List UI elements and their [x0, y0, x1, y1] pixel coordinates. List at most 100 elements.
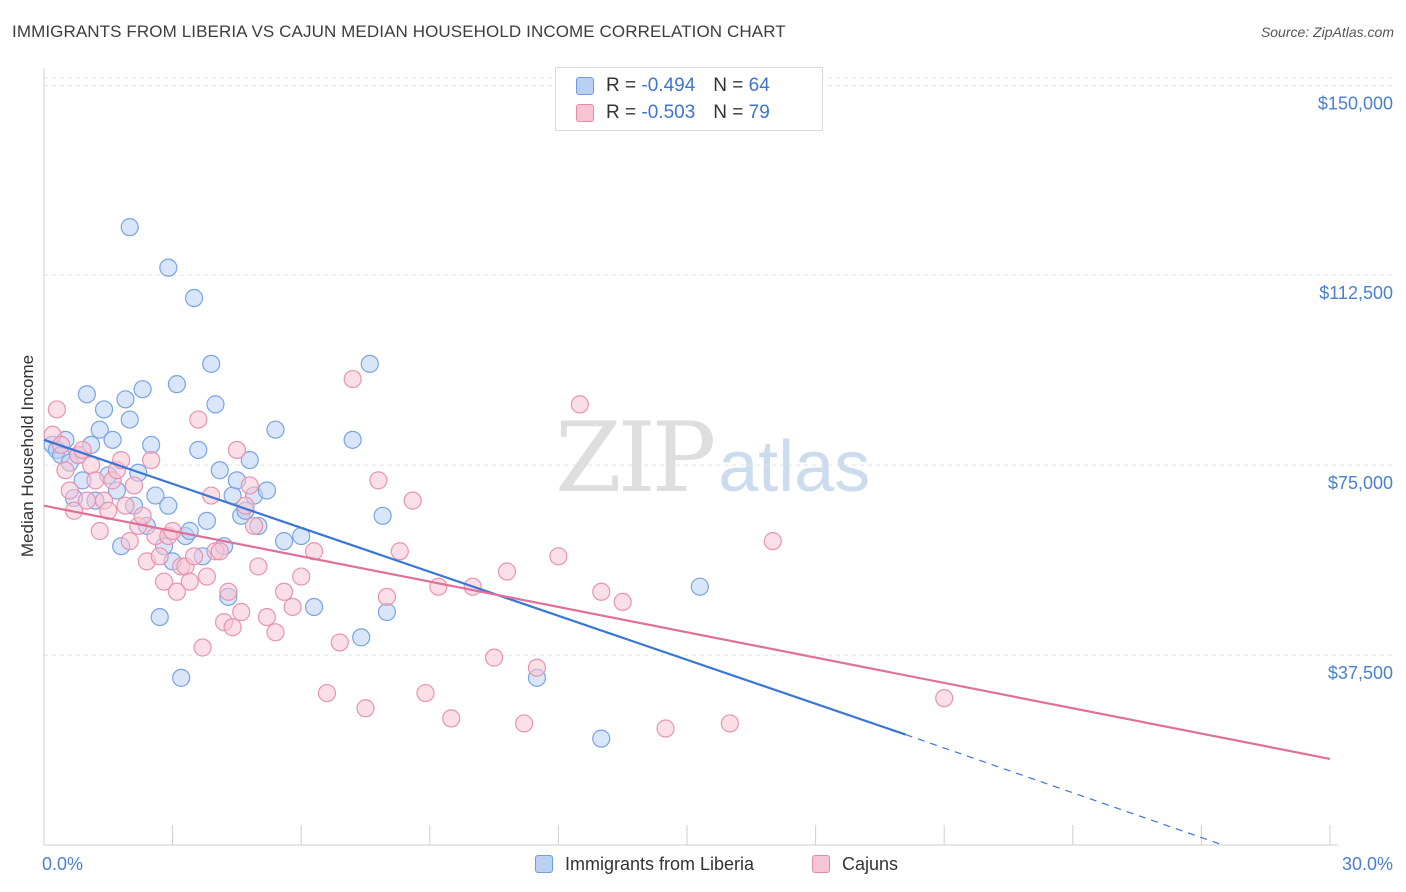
cajun-trend-line	[43, 504, 1331, 760]
cajun-point	[210, 542, 229, 561]
cajun-point	[86, 471, 105, 490]
liberia-point	[592, 729, 611, 748]
liberia-point	[206, 395, 225, 414]
cajun-point	[377, 587, 397, 606]
cajun-point	[330, 633, 349, 652]
watermark: ZIPatlas	[555, 402, 870, 514]
grid-lines	[44, 77, 1395, 656]
cajun-point	[429, 577, 448, 596]
cajun-point	[292, 567, 311, 586]
legend-r-label: R =	[606, 102, 637, 123]
legend-r-value: -0.503	[641, 102, 696, 123]
cajun-point	[116, 496, 135, 515]
cajun-point	[613, 592, 632, 612]
cajun-point	[197, 567, 216, 586]
cajun-point	[90, 521, 109, 541]
cajun-point	[202, 486, 221, 505]
liberia-point	[116, 390, 135, 409]
cajun-point	[485, 648, 504, 667]
cajun-point	[442, 709, 461, 728]
cajun-point	[343, 369, 362, 389]
cajun-point	[403, 491, 422, 510]
liberia-point	[120, 218, 139, 237]
liberia-point	[304, 597, 324, 617]
liberia-point	[210, 461, 229, 480]
axis-labels: $150,000 $112,500 $75,000 $37,500 0.0% 30.0% M…	[18, 93, 1393, 874]
y-tick-label: $37,500	[1328, 663, 1393, 683]
liberia-point	[189, 440, 208, 460]
cajun-point	[133, 506, 152, 525]
cajun-point	[527, 658, 547, 677]
cajun-point	[274, 582, 294, 601]
cajun-point	[497, 562, 517, 581]
legend-swatch-blue	[576, 77, 594, 95]
cajun-point	[82, 456, 101, 475]
watermark-atlas: atlas	[718, 427, 871, 507]
cajun-point	[592, 582, 611, 601]
liberia-point	[266, 420, 285, 439]
x-tick-label-max: 30.0%	[1342, 854, 1393, 874]
liberia-point	[167, 375, 186, 394]
cajun-point	[227, 440, 246, 460]
legend-n-label: N =	[713, 102, 744, 123]
liberia-point	[142, 435, 161, 455]
bottom-swatch-blue	[535, 855, 553, 873]
cajun-point	[570, 395, 589, 414]
y-tick-label: $150,000	[1318, 93, 1393, 113]
bottom-legend-liberia: Immigrants from Liberia	[535, 852, 754, 876]
cajun-point	[416, 683, 435, 703]
cajun-point	[219, 582, 238, 601]
y-axis-title: Median Household Income	[18, 355, 37, 557]
liberia-point	[184, 288, 204, 308]
liberia-point	[94, 400, 114, 419]
liberia-point	[343, 430, 362, 449]
liberia-point	[146, 486, 165, 505]
watermark-zip: ZIP	[555, 402, 716, 514]
cajun-point	[720, 714, 739, 733]
liberia-point	[180, 521, 199, 541]
liberia-point	[202, 354, 221, 373]
cajun-point	[60, 481, 79, 500]
cajun-point	[223, 618, 242, 637]
liberia-point	[377, 602, 397, 622]
legend-row-liberia: R = -0.494 N = 64	[576, 74, 770, 98]
cajun-point	[317, 683, 337, 703]
cajun-point	[154, 572, 174, 591]
bottom-swatch-pink	[812, 855, 830, 873]
legend-swatch-pink	[576, 104, 594, 122]
bottom-legend-label-a: Immigrants from Liberia	[565, 853, 755, 874]
chart-source: Source: ZipAtlas.com	[1260, 24, 1394, 40]
cajun-point	[356, 699, 375, 718]
y-tick-label: $112,500	[1319, 283, 1393, 303]
liberia-point	[159, 258, 178, 277]
data-points	[43, 218, 954, 748]
trend-lines	[43, 438, 1331, 846]
liberia-point	[103, 430, 122, 449]
legend-n-value: 64	[748, 75, 770, 96]
cajun-point	[257, 607, 277, 627]
legend-n-label: N =	[713, 75, 744, 96]
liberia-point	[352, 628, 371, 647]
liberia-point	[360, 354, 379, 373]
liberia-point	[197, 511, 216, 530]
axes	[43, 68, 1338, 846]
cajun-point	[189, 410, 208, 429]
cajun-point	[549, 547, 568, 566]
cajun-point	[935, 689, 954, 708]
bottom-legend-cajuns: Cajuns	[812, 852, 898, 876]
liberia-point	[77, 385, 96, 404]
liberia-point	[690, 577, 709, 596]
liberia-trend-line	[43, 438, 906, 736]
cajun-point	[184, 547, 204, 566]
liberia-point	[90, 420, 109, 439]
liberia-point	[274, 532, 294, 551]
cajun-point	[283, 597, 302, 617]
liberia-point	[120, 410, 139, 429]
cajun-point	[249, 557, 268, 576]
liberia-point	[257, 481, 277, 500]
legend-r-value: -0.494	[641, 75, 696, 96]
cajun-point	[180, 572, 199, 591]
liberia-point	[240, 450, 259, 470]
legend-row-cajuns: R = -0.503 N = 79	[576, 101, 770, 125]
